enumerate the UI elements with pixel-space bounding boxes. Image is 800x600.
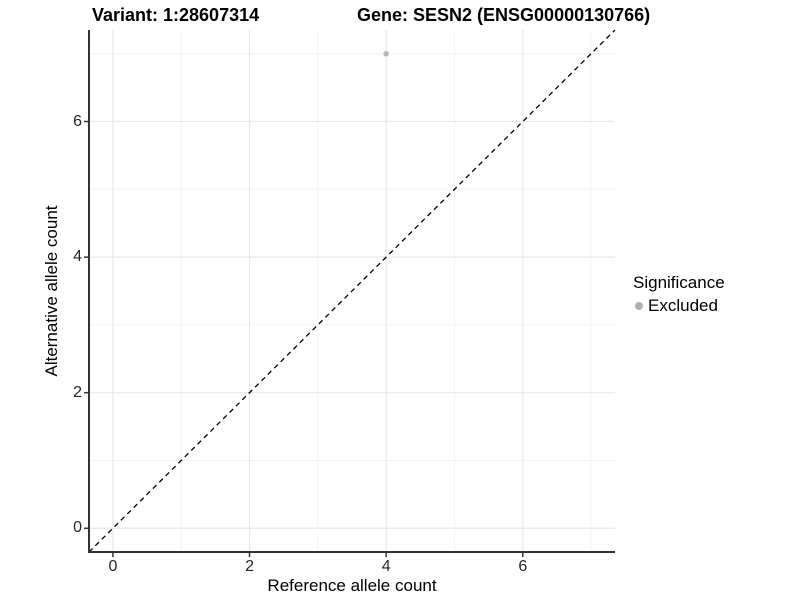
legend-title: Significance — [633, 273, 725, 292]
y-axis-title: Alternative allele count — [42, 205, 61, 377]
legend-item-label: Excluded — [648, 296, 718, 315]
excluded-point-icon — [634, 302, 643, 310]
data-point-excluded — [383, 50, 389, 57]
y-tick-label: 2 — [73, 383, 82, 401]
y-tick-label: 4 — [73, 248, 82, 266]
x-tick-label: 4 — [381, 558, 391, 575]
legend-item-excluded: Excluded — [630, 296, 725, 316]
legend: Significance Excluded — [630, 273, 725, 316]
x-axis-title: Reference allele count — [267, 576, 437, 595]
y-tick-label: 0 — [73, 519, 82, 537]
x-tick-label: 0 — [108, 558, 118, 575]
x-tick-label: 6 — [518, 558, 528, 575]
gene-title: Gene: SESN2 (ENSG00000130766) — [357, 5, 651, 25]
variant-title: Variant: 1:28607314 — [92, 5, 260, 25]
y-tick-label: 6 — [73, 112, 82, 130]
legend-key — [630, 298, 647, 315]
identity-reference-line — [88, 29, 616, 553]
x-tick-label: 2 — [245, 558, 254, 575]
